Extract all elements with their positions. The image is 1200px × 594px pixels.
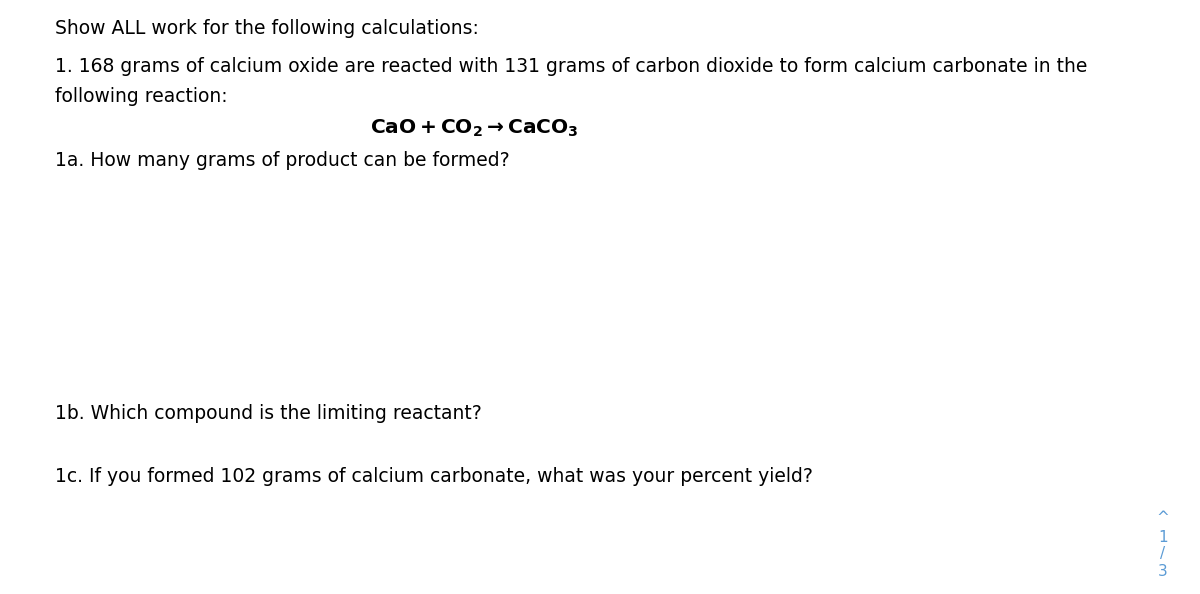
Text: $\mathbf{CaO + CO_2 \rightarrow CaCO_3}$: $\mathbf{CaO + CO_2 \rightarrow CaCO_3}$ [370, 118, 578, 140]
Text: Show ALL work for the following calculations:: Show ALL work for the following calculat… [55, 19, 479, 38]
Text: /: / [1160, 546, 1165, 561]
Text: 1c. If you formed 102 grams of calcium carbonate, what was your percent yield?: 1c. If you formed 102 grams of calcium c… [55, 467, 812, 486]
Text: following reaction:: following reaction: [55, 87, 228, 106]
Text: ^: ^ [1157, 510, 1169, 525]
Text: 1b. Which compound is the limiting reactant?: 1b. Which compound is the limiting react… [55, 404, 481, 423]
Text: 1: 1 [1158, 530, 1168, 545]
Text: 1a. How many grams of product can be formed?: 1a. How many grams of product can be for… [55, 151, 510, 170]
Text: 3: 3 [1158, 564, 1168, 579]
Text: 1. 168 grams of calcium oxide are reacted with 131 grams of carbon dioxide to fo: 1. 168 grams of calcium oxide are reacte… [55, 57, 1087, 76]
